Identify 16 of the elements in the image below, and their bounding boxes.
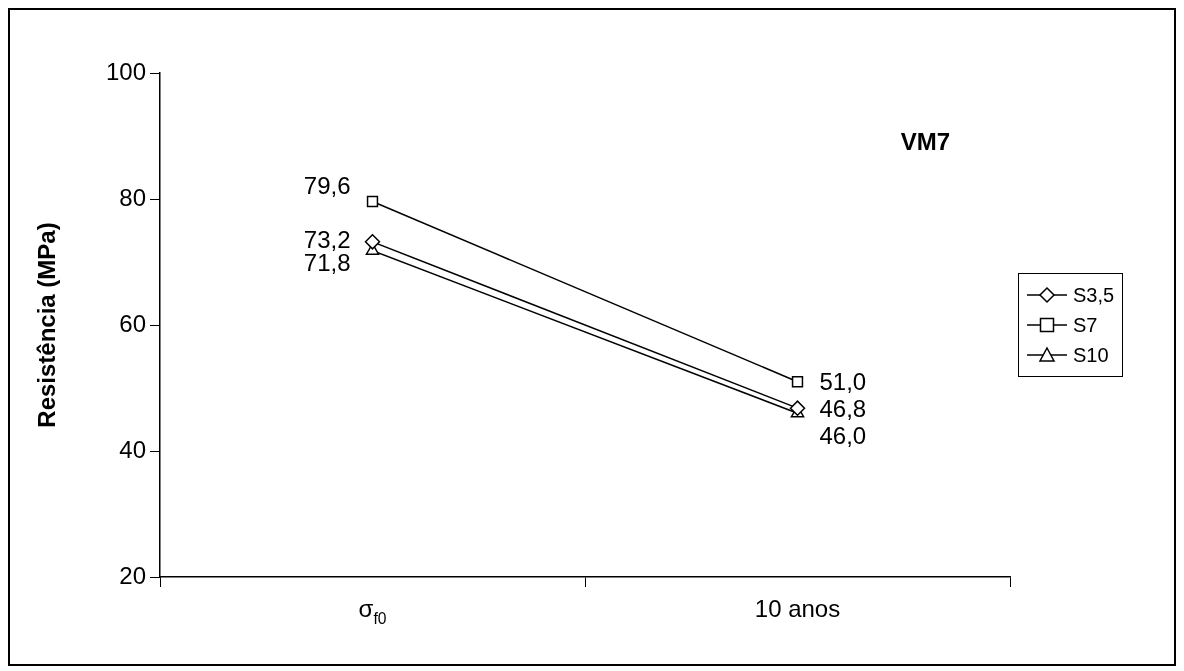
x-tick-label: 10 anos (754, 595, 841, 622)
y-tick-label: 80 (119, 183, 146, 211)
data-label: 46,8 (819, 394, 867, 422)
y-tick-label: 40 (119, 435, 146, 463)
data-label: 79,6 (303, 172, 351, 200)
y-axis-title: Resistência (MPa) (33, 222, 61, 428)
legend-label: S7 (1073, 313, 1098, 337)
data-label: 73,2 (303, 226, 351, 254)
legend-label: S3,5 (1073, 283, 1115, 307)
data-label: 51,0 (819, 368, 867, 396)
y-tick-label: 60 (119, 309, 146, 337)
legend-label: S10 (1073, 343, 1109, 367)
y-tick-label: 100 (105, 57, 146, 85)
annotation: VM7 (900, 127, 950, 155)
data-label: 46,0 (819, 421, 867, 449)
y-tick-label: 20 (119, 561, 146, 589)
